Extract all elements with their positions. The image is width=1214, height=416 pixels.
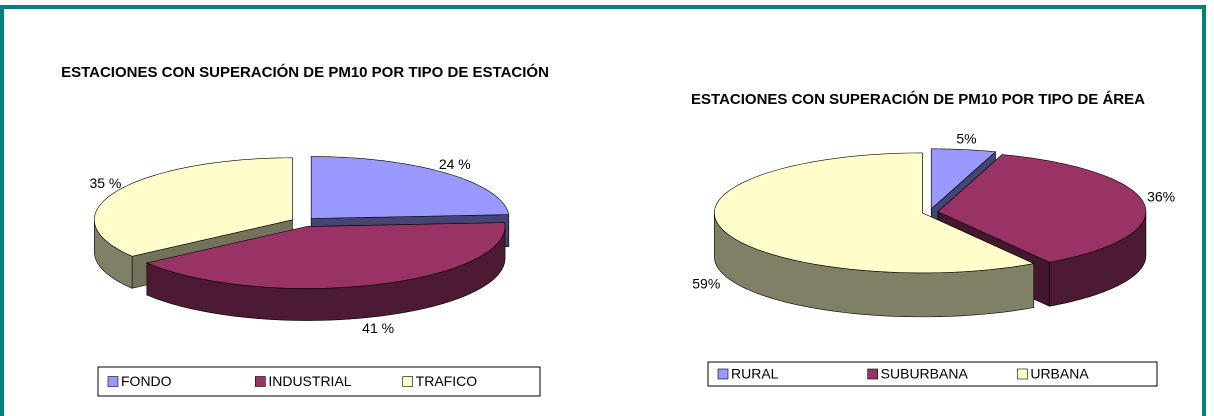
- data-label: 35 %: [89, 175, 121, 191]
- chart-title: ESTACIONES CON SUPERACIÓN DE PM10 POR TI…: [61, 64, 549, 81]
- legend-label: RURAL: [731, 366, 779, 382]
- slice: [145, 222, 506, 289]
- legend-label: TRAFICO: [416, 373, 478, 389]
- slice: [930, 148, 997, 210]
- slice: [94, 157, 293, 257]
- data-label: 41 %: [362, 320, 394, 336]
- data-label: 59%: [692, 275, 720, 291]
- legend-swatch: [1017, 368, 1028, 380]
- frame: [0, 5, 1206, 416]
- data-label: 5%: [956, 130, 976, 146]
- legend-swatch: [867, 368, 878, 380]
- slice: [310, 156, 510, 219]
- data-label: 24 %: [439, 156, 471, 172]
- legend: [707, 361, 1158, 387]
- slice: [937, 154, 1147, 263]
- legend-swatch: [717, 368, 729, 380]
- legend-swatch: [402, 376, 413, 387]
- legend-swatch: [255, 376, 266, 387]
- slice: [714, 152, 1035, 274]
- legend: [97, 366, 541, 397]
- data-label: 36%: [1147, 188, 1175, 204]
- legend-label: SUBURBANA: [881, 366, 969, 382]
- legend-label: INDUSTRIAL: [268, 373, 351, 389]
- chart-title: ESTACIONES CON SUPERACIÓN DE PM10 POR TI…: [691, 91, 1145, 108]
- legend-label: FONDO: [121, 373, 172, 389]
- legend-swatch: [107, 376, 119, 387]
- legend-label: URBANA: [1030, 366, 1089, 382]
